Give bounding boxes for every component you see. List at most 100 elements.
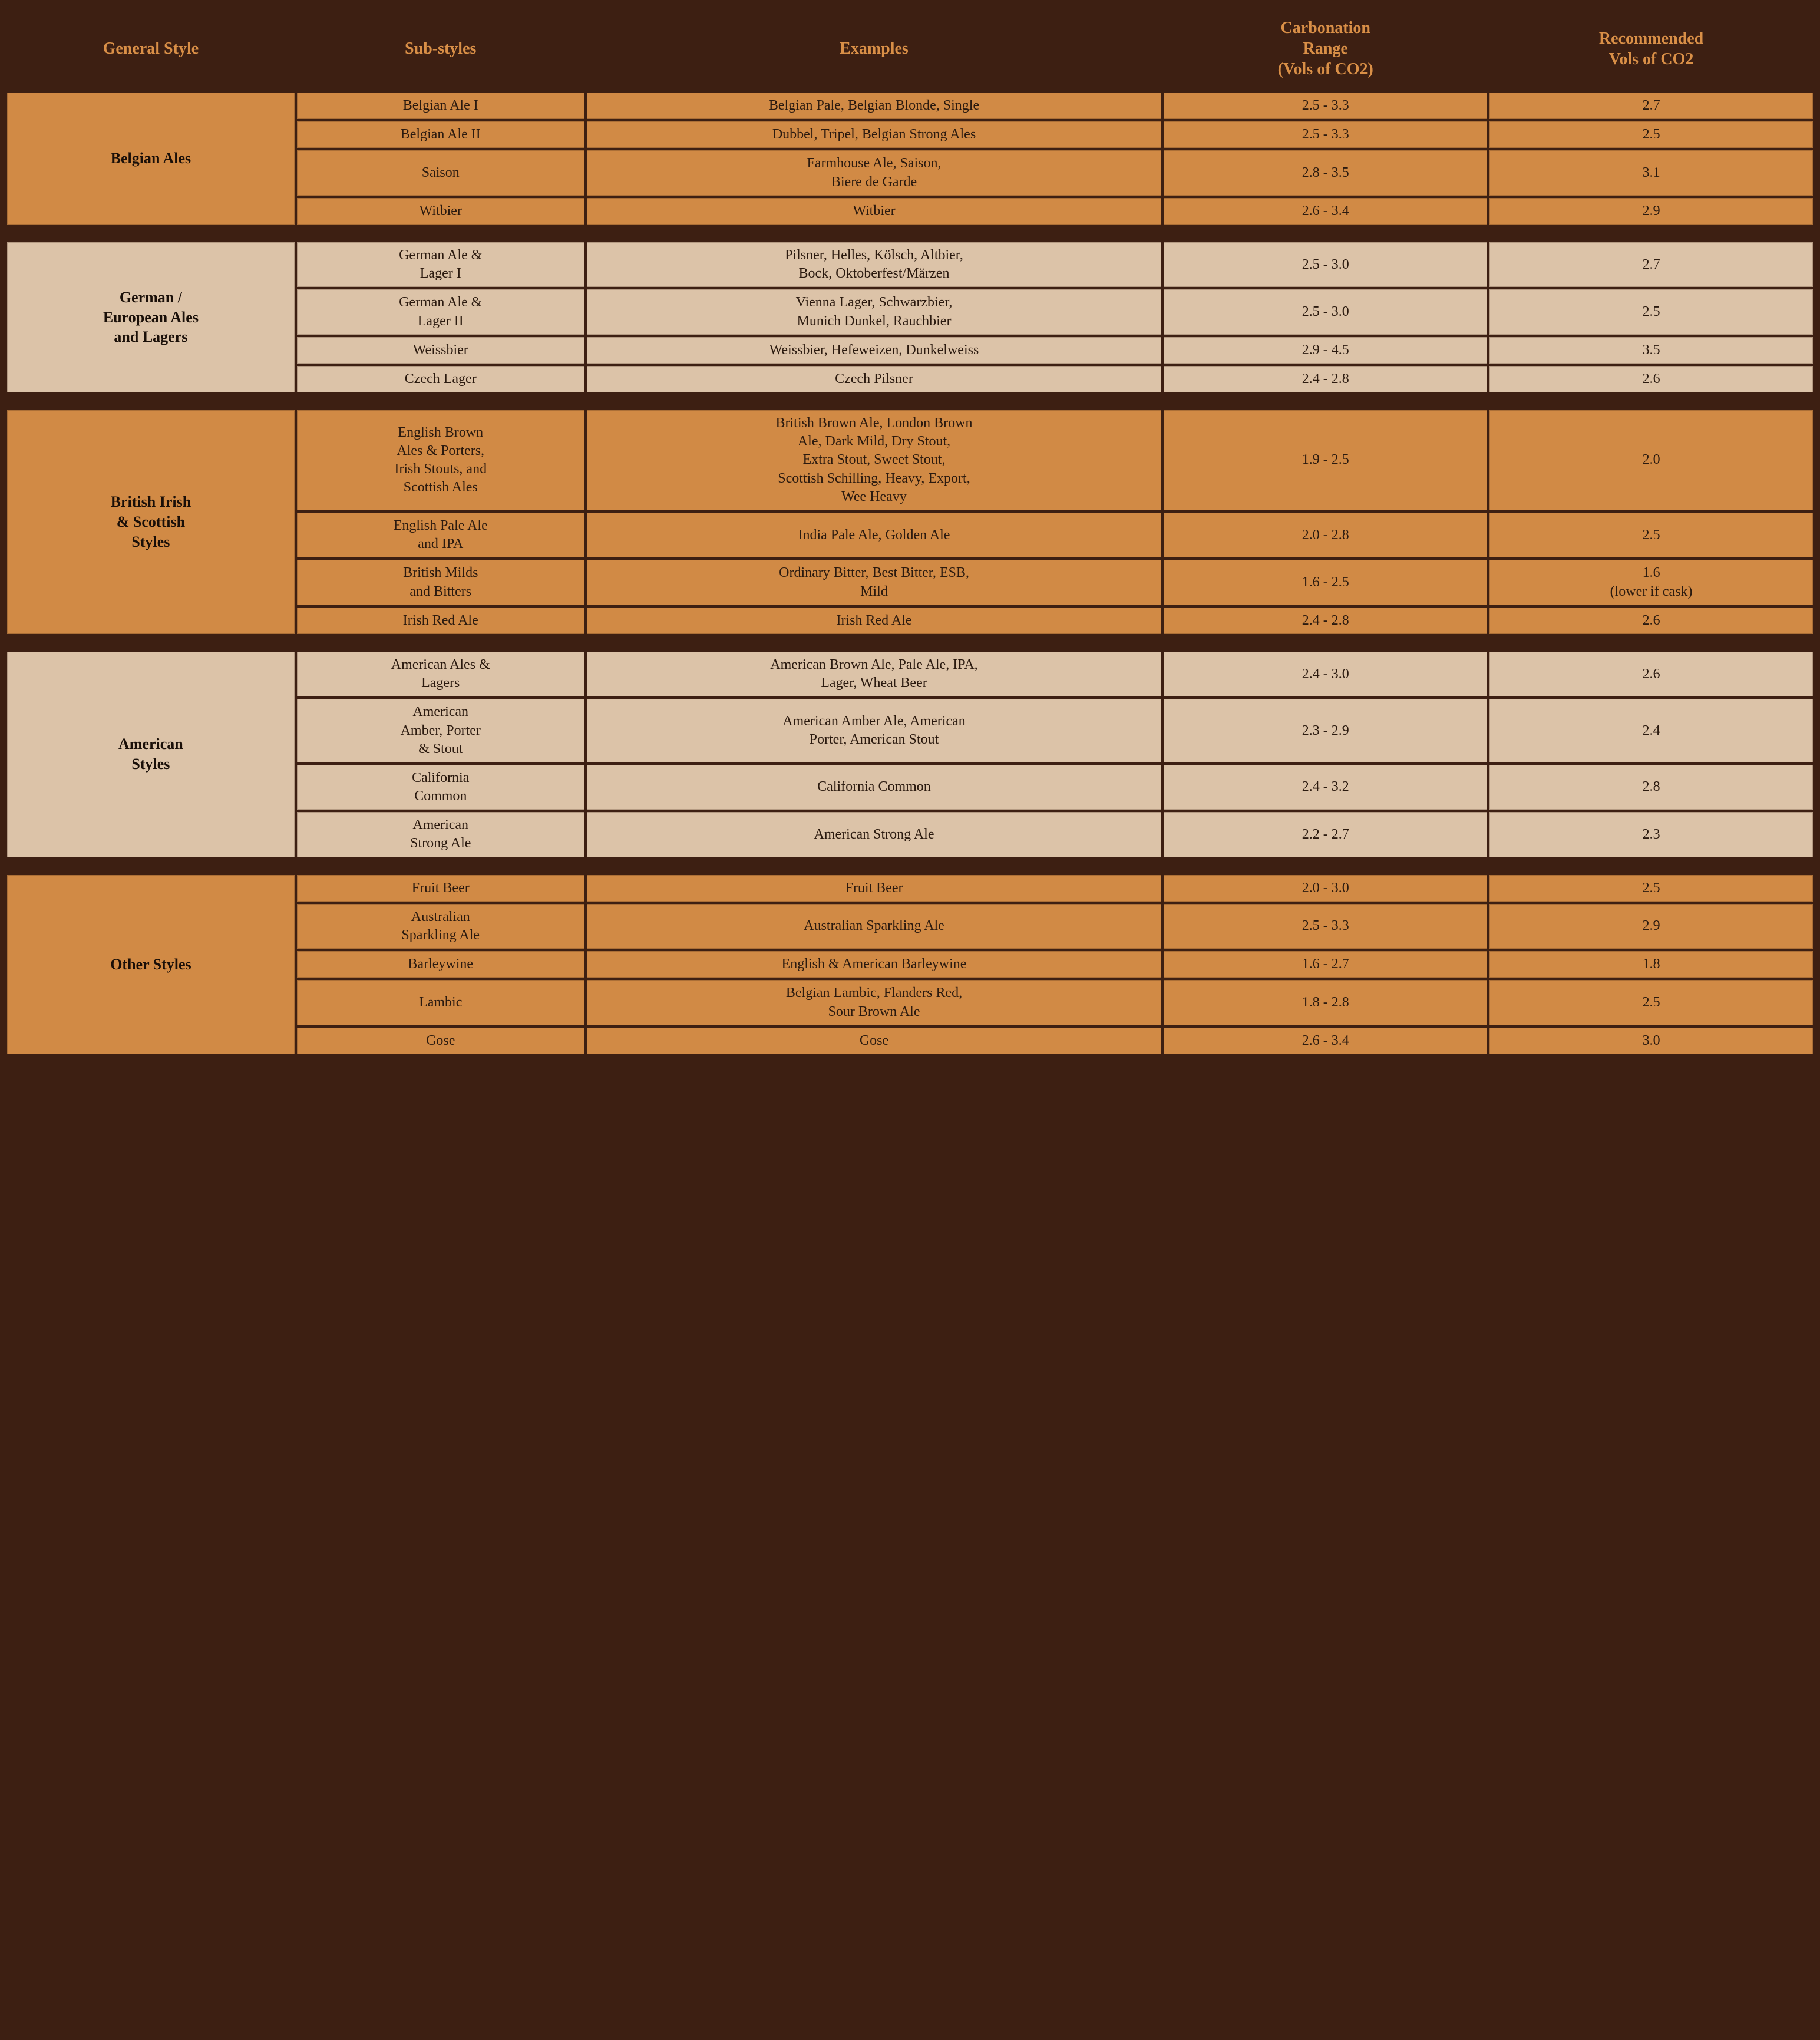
- sub-style-cell: Belgian Ale II: [297, 121, 584, 148]
- recommended-cell: 1.6(lower if cask): [1489, 560, 1813, 605]
- sub-style-cell: Czech Lager: [297, 366, 584, 392]
- carbonation-range-cell: 2.4 - 2.8: [1164, 608, 1487, 634]
- carbonation-range-cell: 2.2 - 2.7: [1164, 812, 1487, 857]
- examples-cell: Australian Sparkling Ale: [587, 904, 1162, 949]
- carbonation-range-cell: 1.8 - 2.8: [1164, 980, 1487, 1025]
- sub-style-cell: British Mildsand Bitters: [297, 560, 584, 605]
- examples-cell: Ordinary Bitter, Best Bitter, ESB,Mild: [587, 560, 1162, 605]
- sub-style-cell: Gose: [297, 1028, 584, 1054]
- carbonation-range-cell: 2.5 - 3.0: [1164, 242, 1487, 287]
- recommended-cell: 2.6: [1489, 366, 1813, 392]
- recommended-cell: 2.5: [1489, 289, 1813, 334]
- table-row: German /European Alesand LagersGerman Al…: [7, 242, 1813, 287]
- table-row: Other StylesFruit BeerFruit Beer2.0 - 3.…: [7, 875, 1813, 902]
- examples-cell: Farmhouse Ale, Saison,Biere de Garde: [587, 150, 1162, 195]
- carbonation-range-cell: 2.4 - 3.0: [1164, 652, 1487, 696]
- recommended-cell: 2.6: [1489, 652, 1813, 696]
- recommended-cell: 2.5: [1489, 513, 1813, 557]
- general-style-cell: German /European Alesand Lagers: [7, 242, 295, 392]
- carbonation-range-cell: 2.4 - 3.2: [1164, 765, 1487, 810]
- section-spacer: [7, 227, 1813, 240]
- section-spacer: [7, 636, 1813, 649]
- carbonation-range-cell: 2.5 - 3.3: [1164, 93, 1487, 119]
- recommended-cell: 3.5: [1489, 337, 1813, 364]
- examples-cell: Weissbier, Hefeweizen, Dunkelweiss: [587, 337, 1162, 364]
- sub-style-cell: CaliforniaCommon: [297, 765, 584, 810]
- carbonation-range-cell: 2.5 - 3.3: [1164, 904, 1487, 949]
- sub-style-cell: German Ale &Lager II: [297, 289, 584, 334]
- carbonation-range-cell: 2.0 - 2.8: [1164, 513, 1487, 557]
- sub-style-cell: AmericanAmber, Porter& Stout: [297, 699, 584, 762]
- carbonation-range-cell: 2.8 - 3.5: [1164, 150, 1487, 195]
- recommended-cell: 2.7: [1489, 242, 1813, 287]
- section-spacer: [7, 395, 1813, 408]
- carbonation-range-cell: 2.3 - 2.9: [1164, 699, 1487, 762]
- recommended-cell: 3.0: [1489, 1028, 1813, 1054]
- carbonation-range-cell: 1.9 - 2.5: [1164, 410, 1487, 510]
- carbonation-range-cell: 2.4 - 2.8: [1164, 366, 1487, 392]
- header-carbonation-range: CarbonationRange(Vols of CO2): [1164, 7, 1487, 90]
- recommended-cell: 2.4: [1489, 699, 1813, 762]
- carbonation-range-cell: 2.6 - 3.4: [1164, 198, 1487, 225]
- examples-cell: Belgian Lambic, Flanders Red,Sour Brown …: [587, 980, 1162, 1025]
- examples-cell: California Common: [587, 765, 1162, 810]
- examples-cell: American Amber Ale, AmericanPorter, Amer…: [587, 699, 1162, 762]
- examples-cell: American Brown Ale, Pale Ale, IPA,Lager,…: [587, 652, 1162, 696]
- recommended-cell: 2.9: [1489, 198, 1813, 225]
- carbonation-range-cell: 2.5 - 3.0: [1164, 289, 1487, 334]
- table-row: British Irish& ScottishStylesEnglish Bro…: [7, 410, 1813, 510]
- sub-style-cell: Irish Red Ale: [297, 608, 584, 634]
- examples-cell: Czech Pilsner: [587, 366, 1162, 392]
- section-spacer: [7, 860, 1813, 873]
- carbonation-range-cell: 2.6 - 3.4: [1164, 1028, 1487, 1054]
- carbonation-range-cell: 2.0 - 3.0: [1164, 875, 1487, 902]
- general-style-cell: AmericanStyles: [7, 652, 295, 857]
- sub-style-cell: Barleywine: [297, 951, 584, 978]
- recommended-cell: 1.8: [1489, 951, 1813, 978]
- recommended-cell: 2.5: [1489, 980, 1813, 1025]
- carbonation-table: General Style Sub-styles Examples Carbon…: [5, 5, 1815, 1057]
- examples-cell: Witbier: [587, 198, 1162, 225]
- examples-cell: Gose: [587, 1028, 1162, 1054]
- sub-style-cell: Lambic: [297, 980, 584, 1025]
- sub-style-cell: English Pale Aleand IPA: [297, 513, 584, 557]
- sub-style-cell: Fruit Beer: [297, 875, 584, 902]
- examples-cell: Dubbel, Tripel, Belgian Strong Ales: [587, 121, 1162, 148]
- examples-cell: Vienna Lager, Schwarzbier,Munich Dunkel,…: [587, 289, 1162, 334]
- examples-cell: Belgian Pale, Belgian Blonde, Single: [587, 93, 1162, 119]
- examples-cell: British Brown Ale, London BrownAle, Dark…: [587, 410, 1162, 510]
- general-style-cell: Belgian Ales: [7, 93, 295, 225]
- sub-style-cell: Witbier: [297, 198, 584, 225]
- recommended-cell: 2.3: [1489, 812, 1813, 857]
- header-general-style: General Style: [7, 7, 295, 90]
- recommended-cell: 2.6: [1489, 608, 1813, 634]
- recommended-cell: 2.8: [1489, 765, 1813, 810]
- general-style-cell: Other Styles: [7, 875, 295, 1054]
- examples-cell: English & American Barleywine: [587, 951, 1162, 978]
- recommended-cell: 3.1: [1489, 150, 1813, 195]
- carbonation-range-cell: 1.6 - 2.7: [1164, 951, 1487, 978]
- general-style-cell: British Irish& ScottishStyles: [7, 410, 295, 634]
- carbonation-range-cell: 1.6 - 2.5: [1164, 560, 1487, 605]
- header-examples: Examples: [587, 7, 1162, 90]
- table-row: Belgian AlesBelgian Ale IBelgian Pale, B…: [7, 93, 1813, 119]
- sub-style-cell: Weissbier: [297, 337, 584, 364]
- sub-style-cell: Belgian Ale I: [297, 93, 584, 119]
- examples-cell: India Pale Ale, Golden Ale: [587, 513, 1162, 557]
- sub-style-cell: AmericanStrong Ale: [297, 812, 584, 857]
- header-recommended: RecommendedVols of CO2: [1489, 7, 1813, 90]
- examples-cell: Pilsner, Helles, Kölsch, Altbier,Bock, O…: [587, 242, 1162, 287]
- sub-style-cell: American Ales &Lagers: [297, 652, 584, 696]
- carbonation-range-cell: 2.9 - 4.5: [1164, 337, 1487, 364]
- recommended-cell: 2.5: [1489, 121, 1813, 148]
- sub-style-cell: Saison: [297, 150, 584, 195]
- recommended-cell: 2.0: [1489, 410, 1813, 510]
- sub-style-cell: English BrownAles & Porters,Irish Stouts…: [297, 410, 584, 510]
- sub-style-cell: AustralianSparkling Ale: [297, 904, 584, 949]
- recommended-cell: 2.7: [1489, 93, 1813, 119]
- recommended-cell: 2.9: [1489, 904, 1813, 949]
- header-sub-styles: Sub-styles: [297, 7, 584, 90]
- carbonation-range-cell: 2.5 - 3.3: [1164, 121, 1487, 148]
- examples-cell: Fruit Beer: [587, 875, 1162, 902]
- examples-cell: Irish Red Ale: [587, 608, 1162, 634]
